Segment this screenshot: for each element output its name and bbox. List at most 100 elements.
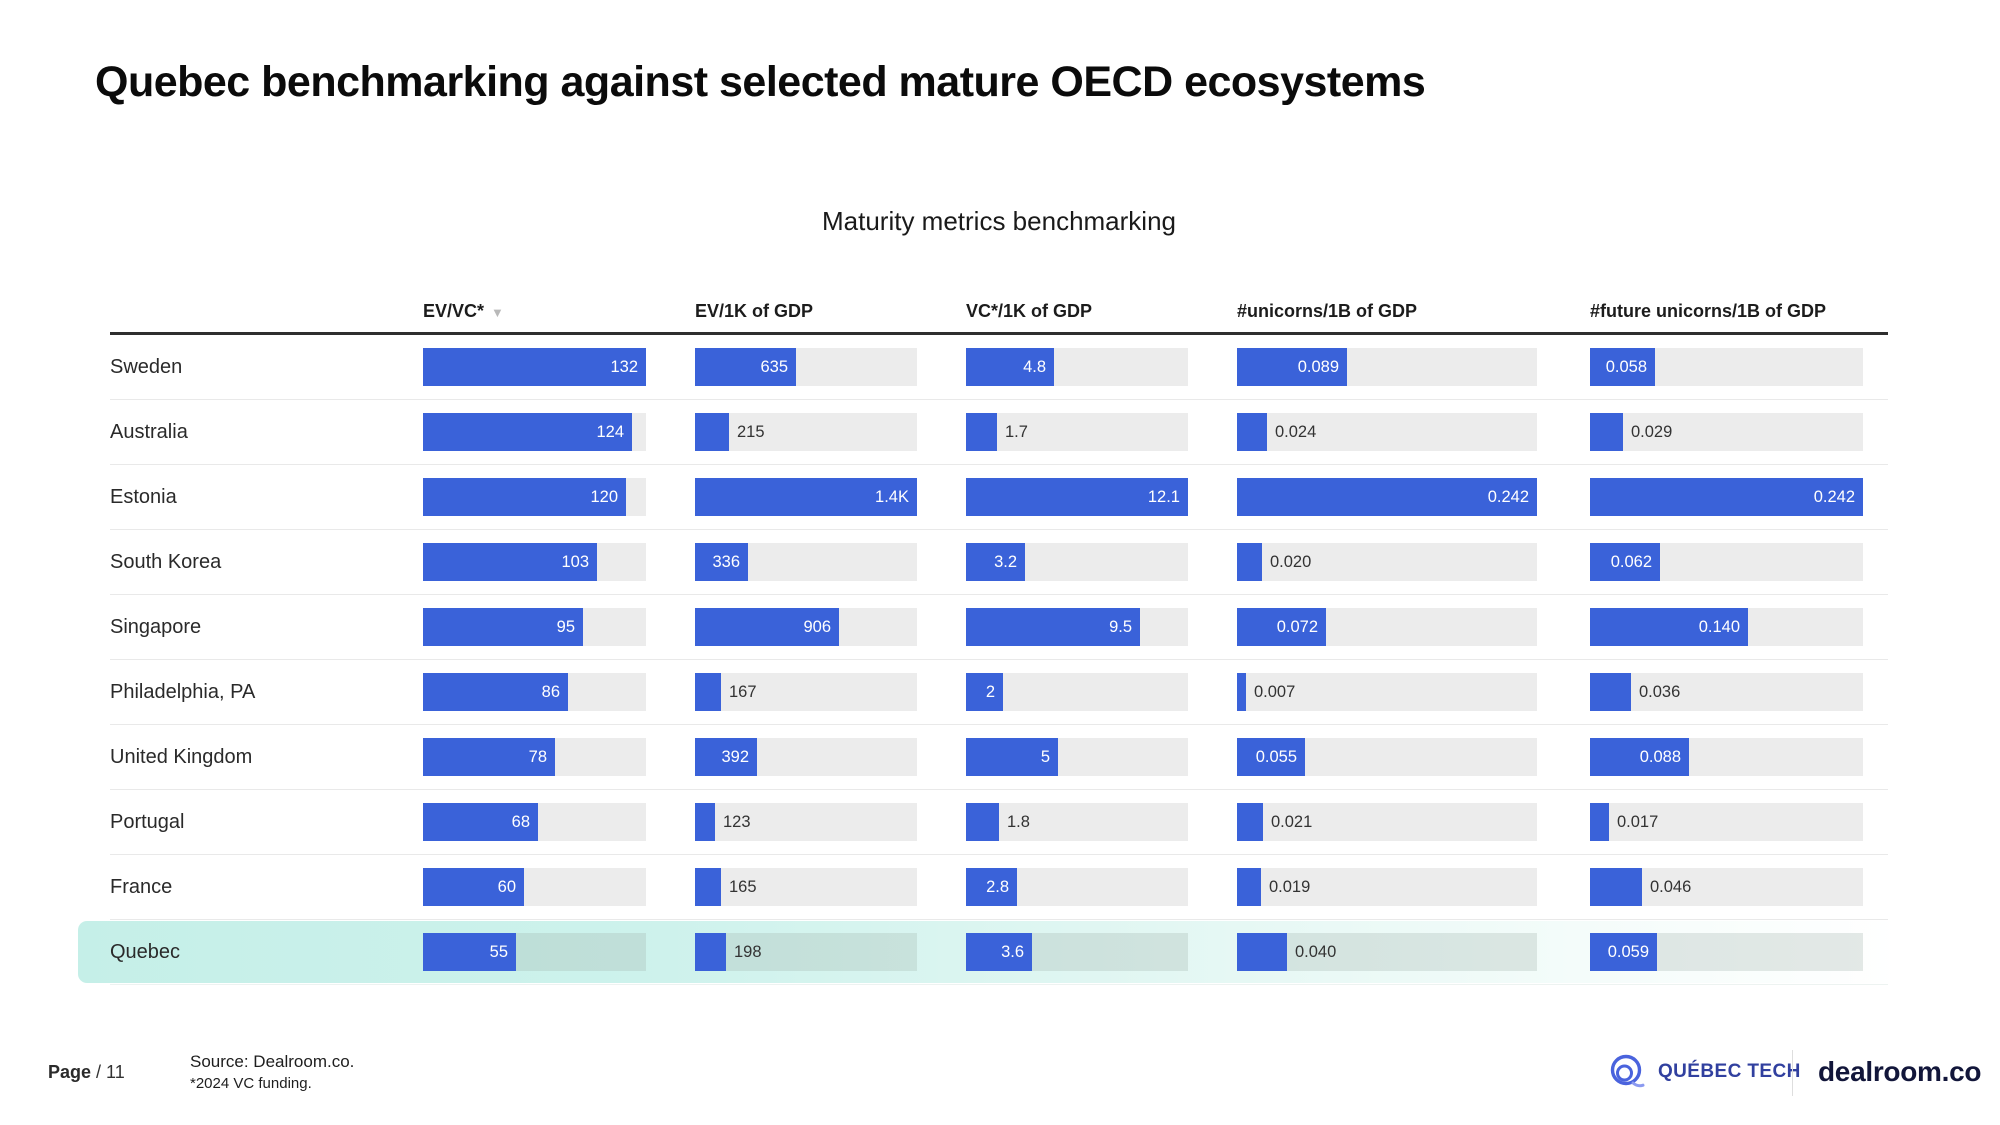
metric-value-label: 0.007 [1254,683,1296,701]
metric-bar: 336 [695,543,748,581]
metric-bar [695,868,721,906]
metric-bar: 68 [423,803,538,841]
metric-bar: 0.140 [1590,608,1748,646]
bar-track: 3.2 [966,543,1188,581]
metric-bar: 0.088 [1590,738,1689,776]
bar-track: 0.059 [1590,933,1863,971]
table-row: South Korea 103 336 3.2 0.020 0.062 [110,530,1888,595]
metric-value-label: 0.242 [1813,488,1855,506]
metric-value-label: 635 [760,358,788,376]
column-header-3[interactable]: VC*/1K of GDP [966,301,1092,322]
bar-track: 215 [695,413,917,451]
page-title: Quebec benchmarking against selected mat… [95,58,1426,106]
metric-value-label: 2 [985,683,995,701]
metric-bar: 5 [966,738,1058,776]
metric-bar [1237,413,1267,451]
metric-bar [1237,673,1246,711]
metric-value-label: 78 [528,748,547,766]
footer-logo-divider [1792,1050,1793,1096]
bar-track: 0.058 [1590,348,1863,386]
bar-track: 0.029 [1590,413,1863,451]
metric-value-label: 0.020 [1270,553,1312,571]
metric-bar: 392 [695,738,757,776]
metric-value-label: 0.040 [1295,943,1337,961]
bar-track: 103 [423,543,646,581]
metric-value-label: 0.059 [1607,943,1649,961]
metric-bar [1590,673,1631,711]
metric-bar [1237,803,1263,841]
column-header-1[interactable]: EV/VC* ▼ [423,301,504,322]
metric-value-label: 0.029 [1631,423,1673,441]
bar-track: 392 [695,738,917,776]
metric-bar: 3.2 [966,543,1025,581]
country-label: Estonia [110,486,177,508]
metric-bar: 55 [423,933,516,971]
bar-track: 0.242 [1237,478,1537,516]
bar-track: 123 [695,803,917,841]
metric-value-label: 0.088 [1639,748,1681,766]
metric-bar: 0.072 [1237,608,1326,646]
metric-bar: 0.242 [1590,478,1863,516]
column-header-label: EV/1K of GDP [695,301,814,321]
quebec-tech-swirl-icon [1606,1050,1648,1094]
metric-bar: 635 [695,348,796,386]
metric-value-label: 0.024 [1275,423,1317,441]
metric-value-label: 132 [610,358,638,376]
bar-track: 0.017 [1590,803,1863,841]
metric-bar [695,803,715,841]
page-indicator: Page / 11 [48,1062,125,1083]
table-body: Sweden 132 635 4.8 0.089 0.058 Australia 124 215… [78,335,1955,985]
bar-track: 9.5 [966,608,1188,646]
column-header-5[interactable]: #future unicorns/1B of GDP [1590,301,1826,322]
sort-descending-icon[interactable]: ▼ [491,305,504,320]
footnote-line: *2024 VC funding. [190,1075,312,1092]
metric-bar: 4.8 [966,348,1054,386]
bar-track: 1.8 [966,803,1188,841]
metric-bar [1237,933,1287,971]
chart-title: Maturity metrics benchmarking [822,206,1176,236]
metric-value-label: 336 [712,553,740,571]
bar-track: 1.4K [695,478,917,516]
country-label: South Korea [110,551,222,573]
metric-value-label: 5 [1040,748,1050,766]
bar-track: 4.8 [966,348,1188,386]
metric-bar: 2 [966,673,1003,711]
metric-bar [1590,803,1609,841]
bar-track: 60 [423,868,646,906]
metric-value-label: 2.8 [986,878,1009,896]
source-note: Source: Dealroom.co. *2024 VC funding. [190,1052,354,1092]
country-label: Portugal [110,811,185,833]
page-label: Page [48,1062,92,1082]
table-row: Estonia 120 1.4K 12.1 0.242 0.242 [110,465,1888,530]
column-header-4[interactable]: #unicorns/1B of GDP [1237,301,1417,322]
bar-track: 2 [966,673,1188,711]
bar-track: 12.1 [966,478,1188,516]
metric-bar: 0.059 [1590,933,1657,971]
metric-value-label: 1.8 [1007,813,1030,831]
metric-bar: 78 [423,738,555,776]
page-number: / 11 [91,1062,125,1082]
bar-track: 78 [423,738,646,776]
quebec-tech-wordmark: QUÉBEC TECH [1658,1061,1801,1082]
bar-track: 0.036 [1590,673,1863,711]
benchmark-chart: EV/VC* ▼ EV/1K of GDP VC*/1K of GDP #unicorn… [78,280,1955,985]
dealroom-wordmark: dealroom.co [1818,1056,1982,1087]
bar-track: 0.020 [1237,543,1537,581]
table-row: Quebec 55 198 3.6 0.040 0.059 [78,920,1955,985]
metric-value-label: 3.6 [1001,943,1024,961]
country-label: Quebec [110,941,181,963]
metric-value-label: 165 [729,878,757,896]
metric-value-label: 68 [511,813,530,831]
metric-bar: 0.062 [1590,543,1660,581]
metric-value-label: 167 [729,683,757,701]
column-header-label: EV/VC* [423,301,485,321]
bar-track: 86 [423,673,646,711]
metric-value-label: 215 [737,423,765,441]
column-header-label: #unicorns/1B of GDP [1237,301,1418,321]
country-label: Sweden [110,356,183,378]
column-header-label: VC*/1K of GDP [966,301,1093,321]
table-row: Singapore 95 906 9.5 0.072 0.140 [110,595,1888,660]
metric-value-label: 392 [721,748,749,766]
column-header-2[interactable]: EV/1K of GDP [695,301,813,322]
metric-bar: 906 [695,608,839,646]
